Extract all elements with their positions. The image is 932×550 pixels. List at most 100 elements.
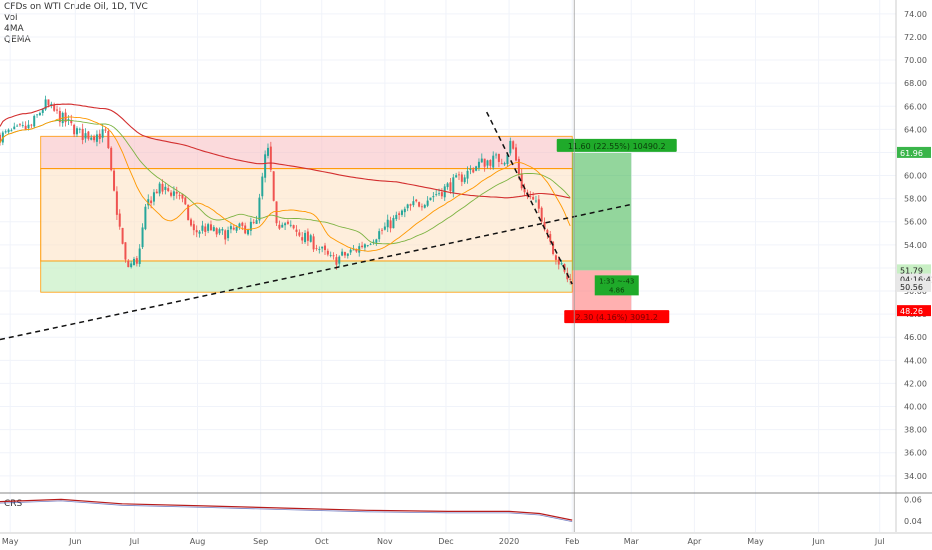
candle [87, 131, 90, 139]
candle [241, 222, 244, 226]
candle [549, 234, 552, 242]
candle [449, 182, 452, 192]
ratio-bg [594, 275, 639, 296]
candle [95, 134, 98, 142]
stop-label-bg [564, 310, 670, 324]
candle [363, 244, 366, 248]
price-tick-label: 46.00 [904, 333, 927, 342]
legend-title[interactable]: CFDs on WTI Crude Oil, 1D, TVC [4, 2, 148, 12]
candle [264, 154, 267, 178]
candle [540, 207, 543, 222]
candle [406, 204, 409, 209]
candle [281, 224, 284, 228]
candle [349, 249, 352, 253]
stop-label: 2.30 (4.16%) 3091.2 [564, 310, 670, 324]
candle [306, 231, 309, 241]
candle [247, 229, 250, 235]
candle [75, 128, 78, 135]
candle [229, 226, 232, 230]
candle [275, 201, 278, 224]
candle [147, 199, 150, 206]
stop-label-text: 2.30 (4.16%) 3091.2 [575, 313, 658, 322]
price-tick-label: 42.00 [904, 379, 927, 388]
target-label-text: 11.60 (22.55%) 10490.2 [568, 142, 666, 151]
candle [429, 197, 432, 201]
candle [255, 220, 258, 224]
legend-qema[interactable]: QEMA [4, 35, 31, 45]
candle [569, 278, 572, 280]
candle [78, 128, 81, 130]
candle [0, 134, 1, 143]
price-tick-label: 56.00 [904, 218, 927, 227]
candle [266, 147, 269, 156]
candle [446, 183, 449, 188]
candle [329, 255, 332, 256]
candle [358, 246, 361, 253]
candle [392, 217, 395, 229]
legend-vol[interactable]: Vol [4, 13, 18, 23]
target-label: 11.60 (22.55%) 10490.2 [556, 138, 677, 152]
candle [546, 229, 549, 234]
candle [438, 193, 441, 195]
candle [341, 251, 344, 256]
candle [534, 200, 537, 202]
legend-4ma[interactable]: 4MA [4, 24, 24, 34]
time-tick-label: Jun [68, 537, 82, 546]
candle [4, 131, 7, 133]
candle [352, 249, 355, 251]
candle [409, 204, 412, 206]
candle [18, 124, 21, 126]
candle [90, 137, 93, 140]
price-tag-label: 04:16:41 [900, 275, 932, 284]
candle [432, 196, 435, 198]
chart-legend: CFDs on WTI Crude Oil, 1D, TVC Vol 4MA Q… [4, 2, 148, 46]
candle [192, 224, 195, 231]
candle [10, 130, 13, 132]
candle [509, 140, 512, 154]
candle [13, 126, 16, 130]
indicator-label[interactable]: CRS [4, 499, 23, 509]
candle [47, 99, 50, 106]
candle [523, 187, 526, 193]
resistance-zone [40, 135, 573, 170]
candle [412, 201, 415, 206]
candle [489, 159, 492, 166]
time-tick-label: Nov [377, 537, 393, 546]
time-tick-label: May [747, 537, 764, 546]
candle [235, 227, 238, 231]
candle [515, 147, 518, 161]
candle [457, 174, 460, 176]
candle [144, 206, 147, 230]
time-tick-label: May [2, 537, 19, 546]
price-tag-bg [897, 273, 931, 285]
candle [460, 174, 463, 182]
candle [224, 230, 227, 240]
candle [372, 241, 375, 243]
price-tag-label: 51.79 [900, 266, 923, 275]
candle [403, 208, 406, 213]
candle [315, 248, 318, 249]
candle [381, 229, 384, 231]
candle [249, 221, 252, 231]
candle [27, 124, 30, 129]
candle [101, 129, 104, 138]
candle [218, 229, 221, 234]
candle [178, 195, 181, 196]
candle [261, 176, 264, 197]
candle [181, 194, 184, 199]
candle [53, 104, 56, 111]
candle [537, 199, 540, 209]
time-tick-label: Jul [874, 537, 885, 546]
candle [366, 245, 369, 247]
candle [463, 177, 466, 183]
candle [466, 170, 469, 179]
candle [170, 192, 173, 196]
ma-mid-line [0, 119, 571, 245]
candle [58, 110, 61, 123]
candle [124, 242, 127, 260]
price-tick-label: 70.00 [904, 56, 927, 65]
candle [121, 227, 124, 244]
candle [258, 197, 261, 221]
candle [150, 200, 153, 204]
